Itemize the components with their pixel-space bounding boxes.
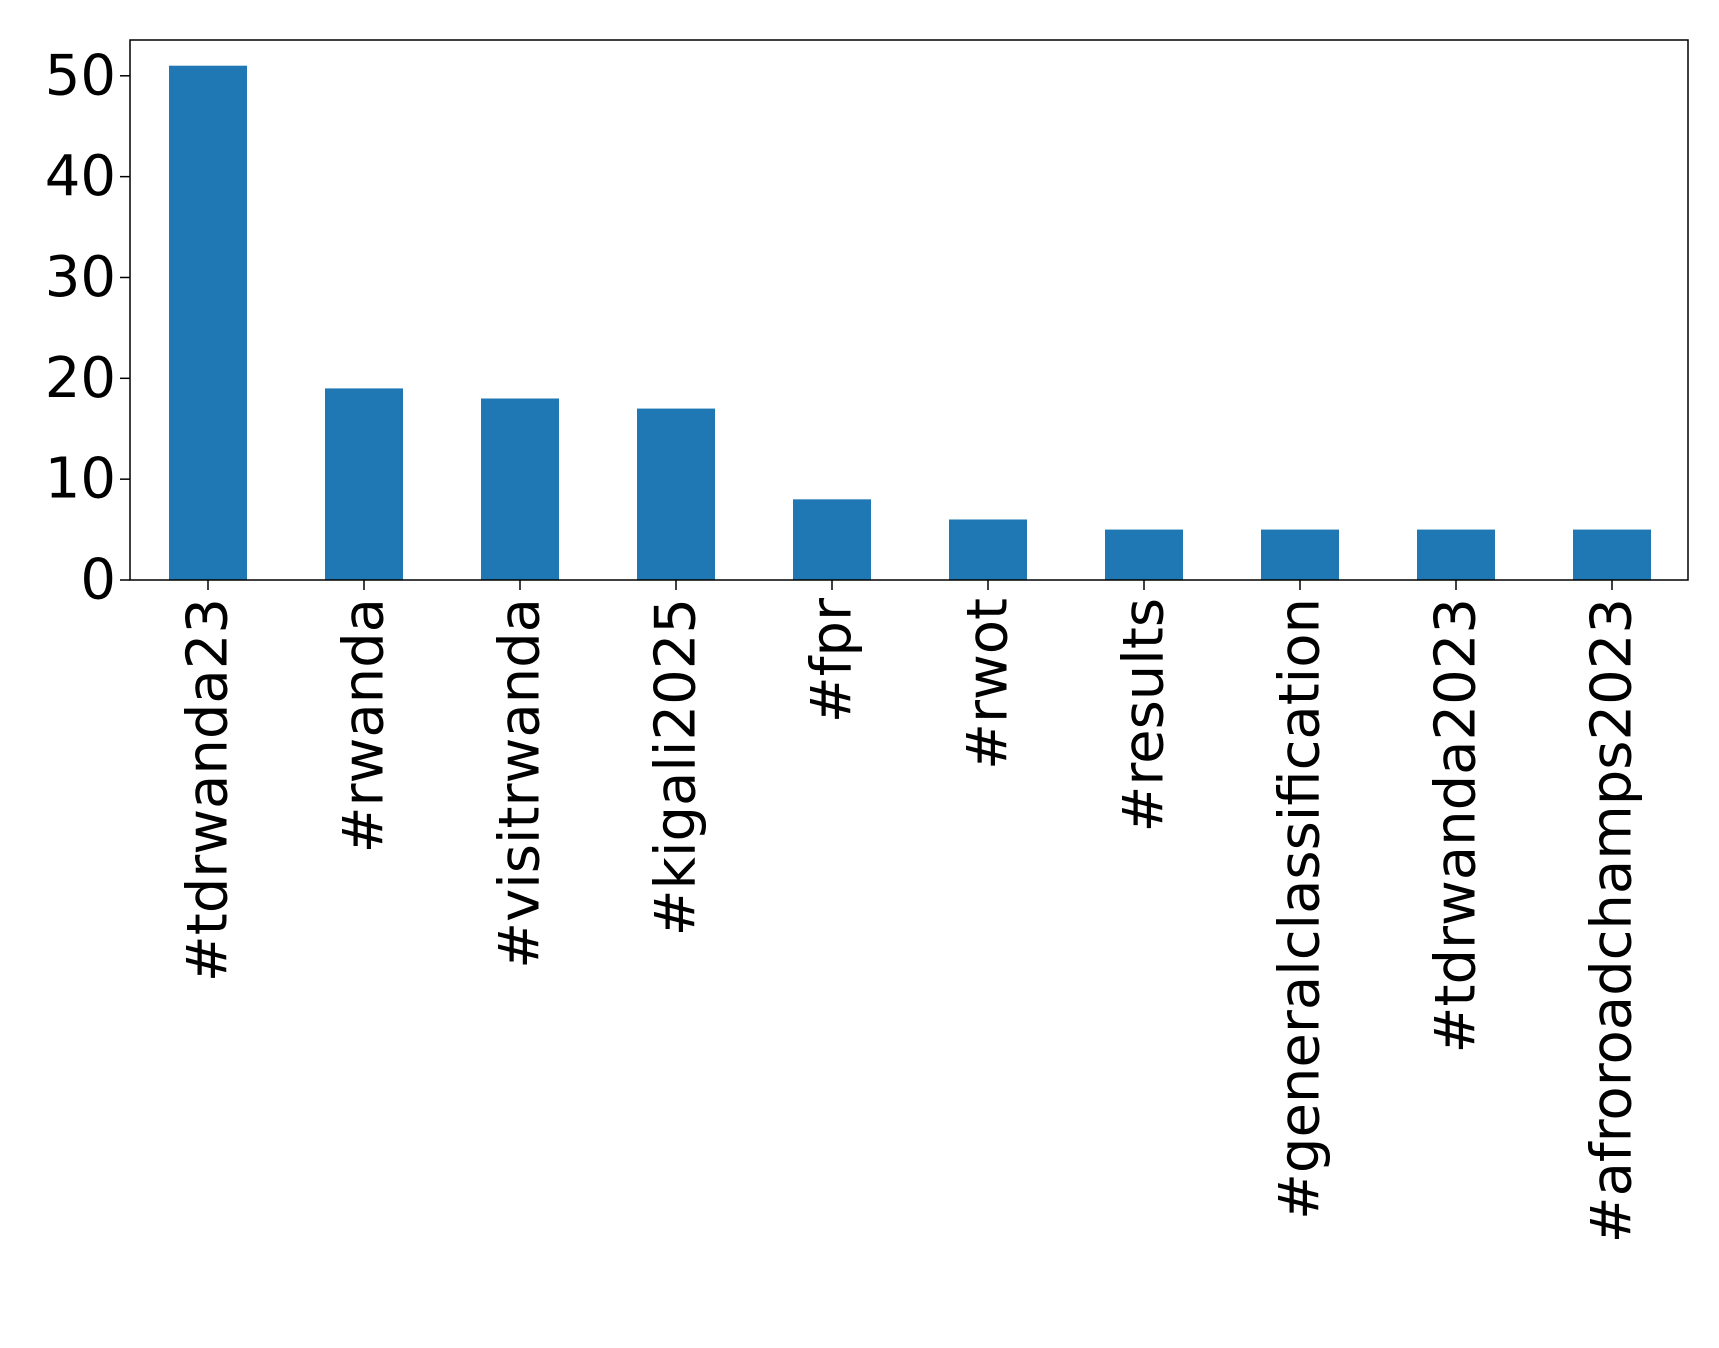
x-tick-label-7: #generalclassification	[1268, 598, 1333, 1220]
bar-1	[325, 388, 403, 580]
x-tick-label-6: #results	[1112, 598, 1177, 833]
y-tick-label-1: 10	[45, 447, 116, 512]
x-tick-label-3: #kigali2025	[644, 598, 709, 936]
bar-2	[481, 398, 559, 580]
x-tick-label-9: #afroroadchamps2023	[1580, 598, 1645, 1243]
x-tick-label-5: #rwot	[956, 598, 1021, 770]
x-tick-label-4: #fpr	[800, 597, 865, 723]
bar-0	[169, 65, 247, 580]
x-axis: #tdrwanda23 #rwanda #visitrwanda #kigali202…	[176, 580, 1645, 1243]
bar-3	[637, 408, 715, 580]
x-tick-label-8: #tdrwanda2023	[1424, 598, 1489, 1053]
bars-group	[169, 65, 1651, 580]
y-tick-label-0: 0	[80, 548, 116, 613]
bar-6	[1105, 529, 1183, 580]
x-tick-label-2: #visitrwanda	[488, 598, 553, 969]
plot-frame	[129, 39, 1689, 581]
bar-8	[1417, 529, 1495, 580]
x-tick-label-0: #tdrwanda23	[176, 598, 241, 982]
bar-7	[1261, 529, 1339, 580]
y-tick-label-4: 40	[45, 144, 116, 209]
x-tick-label-1: #rwanda	[332, 598, 397, 853]
bar-9	[1573, 529, 1651, 580]
y-tick-label-3: 30	[45, 245, 116, 310]
bar-5	[949, 519, 1027, 580]
y-tick-label-2: 20	[45, 346, 116, 411]
bar-4	[793, 499, 871, 580]
y-tick-label-5: 50	[45, 43, 116, 108]
y-axis: 0 10 20 30 40 50	[45, 43, 130, 613]
